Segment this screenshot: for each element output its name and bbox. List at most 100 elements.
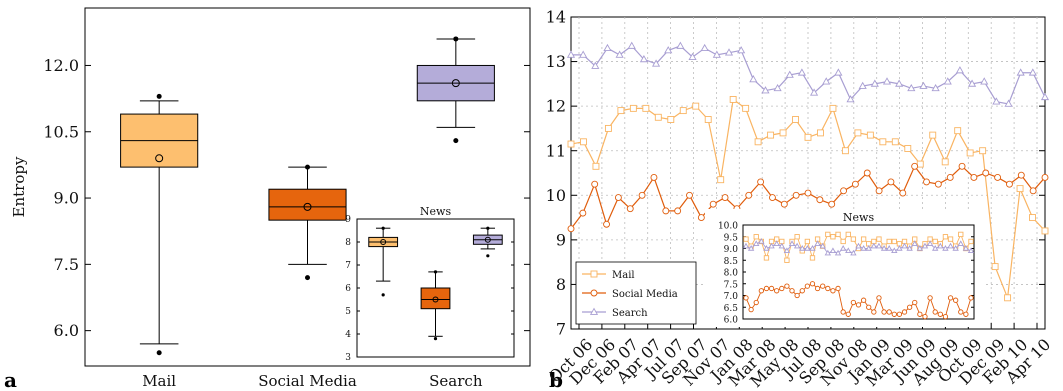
line-b-data-point: [858, 81, 867, 89]
line-b-data-point: [614, 194, 622, 201]
box-a-ylabel: Entropy: [10, 156, 28, 217]
line-b-inset-data-point: [891, 238, 897, 245]
line-b-inset-data-point: [829, 247, 837, 254]
line-b-data-point: [1041, 174, 1049, 181]
line-b-data-point: [941, 158, 949, 166]
line-b-inset-data-point: [819, 242, 826, 249]
line-b-inset-data-point: [824, 249, 832, 256]
legend-swatch-marker: [590, 270, 598, 278]
line-b-inset-data-point: [958, 231, 964, 238]
line-b-inset-data-point: [768, 285, 775, 292]
line-b-data-point: [923, 178, 930, 186]
line-b-inset-data-point: [947, 236, 954, 242]
box-a-outlier-point: [305, 275, 310, 281]
line-b-data-point: [851, 180, 859, 188]
line-b-data-point: [846, 95, 855, 103]
box-a-mean-marker: [155, 154, 164, 163]
panel-b-legend: Mail Social Media Search: [575, 261, 697, 325]
line-b-data-point: [822, 77, 831, 85]
line-b-data-point: [1004, 99, 1013, 107]
line-b-data-point: [854, 129, 862, 137]
line-b-data-point: [1004, 294, 1012, 302]
line-b-data-point: [870, 79, 879, 87]
line-b-inset-data-point: [937, 242, 944, 249]
legend-entry-label: Search: [612, 308, 648, 319]
line-b-data-point: [654, 113, 662, 121]
line-b-data-point: [887, 178, 895, 186]
panel-a-inset-news: 3 4 5 6 7 8 9 News: [345, 205, 515, 363]
line-b-inset-data-point: [942, 234, 949, 240]
line-b-data-point: [934, 180, 942, 188]
line-b-data-point: [891, 138, 899, 146]
line-b-data-point: [785, 70, 794, 78]
line-b-inset-data-point: [871, 309, 877, 315]
line-b-series-line: [571, 45, 1046, 105]
line-b-inset-data-point: [788, 240, 796, 247]
box-a-inset-outlier-point: [381, 293, 385, 297]
line-b-inset-data-point: [763, 285, 770, 292]
line-b-inset-data-point: [809, 281, 816, 287]
line-b-data-point: [724, 48, 734, 56]
line-b-inset-data-point: [809, 245, 816, 251]
line-b-inset-ytick-label: 8.5: [724, 257, 739, 267]
line-b-inset-data-point: [953, 297, 959, 303]
line-b-data-point: [749, 75, 758, 83]
line-b-data-point: [676, 41, 685, 49]
line-b-inset-data-point: [839, 245, 847, 251]
line-b-data-point: [667, 116, 675, 123]
line-b-data-point: [617, 107, 625, 115]
line-b-inset-data-point: [794, 234, 800, 240]
line-b-inset-data-point: [814, 240, 821, 247]
box-a-inset-ytick-label: 3: [345, 353, 351, 363]
line-b-data-point: [966, 149, 974, 157]
line-b-inset-data-point: [865, 245, 872, 251]
line-b-inset-data-point: [896, 311, 903, 317]
line-b-inset-data-point: [793, 242, 801, 249]
line-b-inset-title: News: [843, 211, 875, 224]
line-b-data-point: [955, 66, 964, 74]
line-b-data-point: [700, 43, 709, 52]
legend-entry-label: Social Media: [612, 289, 678, 300]
line-b-inset-data-point: [957, 240, 964, 247]
line-b-data-point: [979, 147, 987, 155]
line-b-inset-data-point: [891, 247, 898, 254]
box-a-inset-outlier-point: [486, 254, 490, 258]
line-b-data-point: [904, 145, 912, 152]
line-b-inset-data-point: [799, 245, 806, 251]
line-b-inset-data-point: [758, 288, 764, 294]
line-b-inset-data-point: [860, 236, 867, 242]
box-a-category-label: Search: [429, 372, 483, 390]
line-b-data-point: [761, 86, 770, 94]
line-b-data-point: [797, 68, 806, 76]
line-b-inset-data-point: [850, 236, 857, 242]
line-b-inset-data-point: [834, 249, 842, 256]
line-b-data-point: [968, 79, 977, 87]
box-a-ytick-label: 7.5: [54, 255, 79, 274]
line-b-inset-data-point: [820, 283, 826, 289]
panel-b-inset-news: 6.0 6.5 7.0 7.58.0 8.5 9.0 9.510.0 News: [705, 209, 986, 327]
legend-swatch-marker: [590, 289, 598, 297]
line-b-inset-data-point: [870, 242, 878, 249]
line-b-data-point: [754, 138, 762, 146]
line-b-data-point: [664, 46, 673, 54]
line-b-data-point: [779, 129, 787, 137]
line-b-inset-data-point: [937, 311, 943, 317]
line-b-inset-data-point: [763, 255, 770, 261]
line-b-inset-data-point: [921, 242, 929, 249]
line-b-data-point: [1017, 171, 1025, 179]
line-b-inset-data-point: [855, 242, 862, 249]
box-a-inset-mean-marker: [380, 239, 387, 245]
line-b-inset-data-point: [947, 295, 954, 301]
line-b-inset-data-point: [804, 245, 811, 251]
line-b-data-point: [840, 187, 847, 195]
box-a-ytick-label: 12.0: [43, 56, 79, 75]
line-b-inset-data-point: [784, 257, 790, 263]
line-b-data-point: [946, 174, 954, 181]
line-b-ytick-label: 11: [546, 141, 566, 160]
line-b-inset-data-point: [743, 295, 749, 301]
line-b-inset-data-point: [886, 238, 892, 245]
line-b-inset-data-point: [922, 313, 928, 320]
line-b-data-point: [686, 191, 693, 199]
line-b-inset-data-point: [880, 245, 888, 251]
